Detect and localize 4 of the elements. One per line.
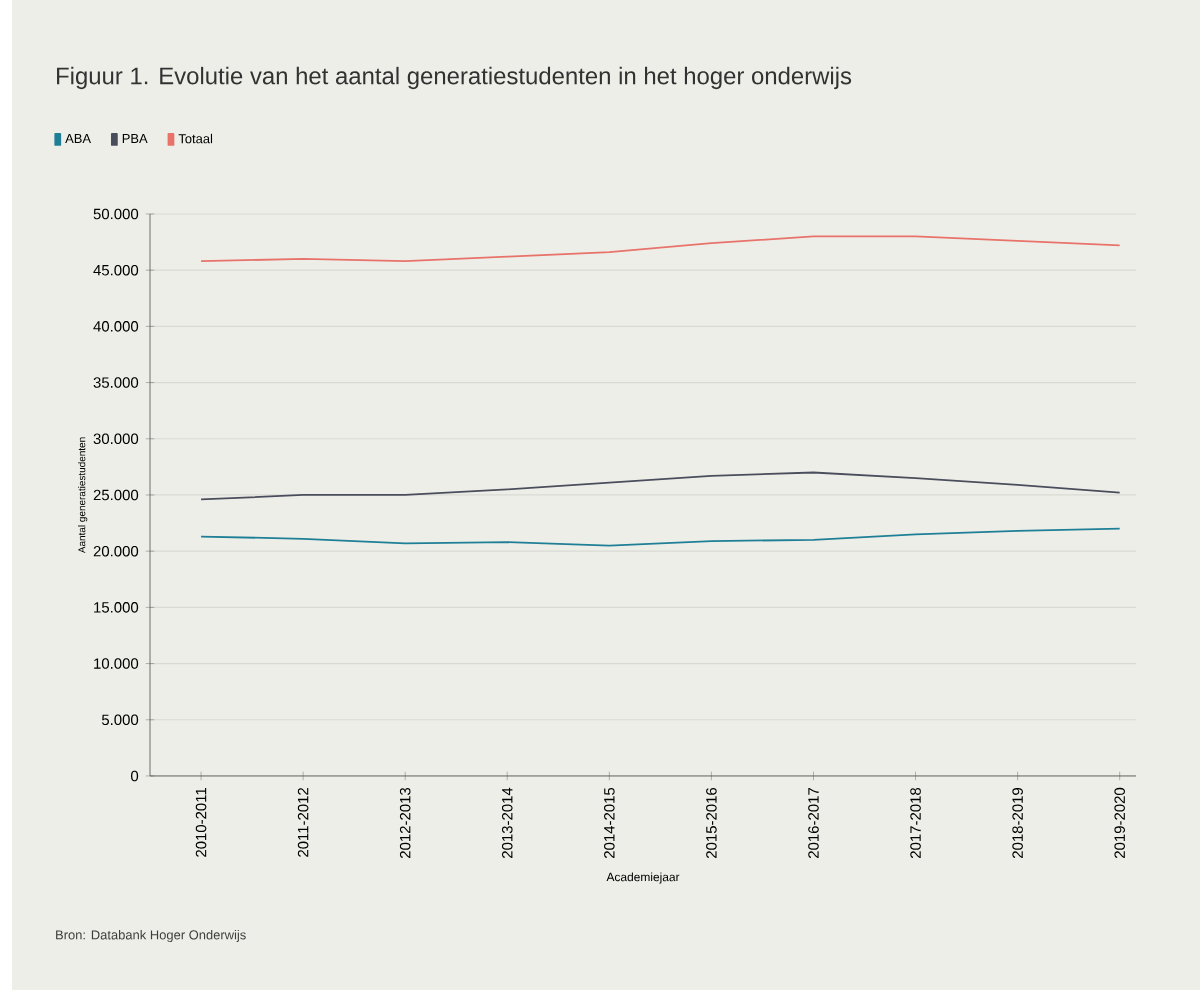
line-series — [200, 471, 1121, 501]
chart-title: Figuur 1. Evolutie van het aantal generatiestudenten in het hoger onderwijs — [57, 66, 852, 90]
line-series — [200, 527, 1121, 547]
line-series — [200, 235, 1121, 263]
